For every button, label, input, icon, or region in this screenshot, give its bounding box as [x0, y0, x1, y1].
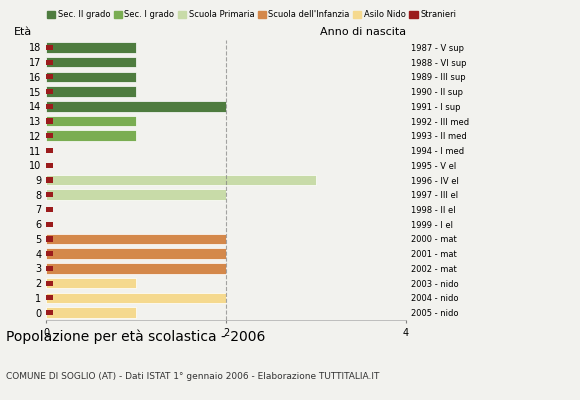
Bar [46, 310, 53, 315]
Bar [46, 190, 226, 200]
Bar [46, 101, 226, 112]
Bar [46, 178, 53, 182]
Bar [46, 266, 53, 271]
Bar [46, 207, 53, 212]
Text: Popolazione per età scolastica - 2006: Popolazione per età scolastica - 2006 [6, 330, 265, 344]
Bar [46, 175, 316, 185]
Legend: Sec. II grado, Sec. I grado, Scuola Primaria, Scuola dell'Infanzia, Asilo Nido, : Sec. II grado, Sec. I grado, Scuola Prim… [47, 10, 456, 19]
Bar [46, 280, 53, 286]
Bar [46, 74, 53, 80]
Bar [46, 42, 136, 53]
Text: Anno di nascita: Anno di nascita [320, 27, 406, 37]
Bar [46, 133, 53, 138]
Bar [46, 248, 226, 259]
Bar [46, 116, 136, 126]
Bar [46, 57, 136, 68]
Bar [46, 86, 136, 97]
Bar [46, 104, 53, 109]
Bar [46, 222, 53, 227]
Bar [46, 292, 226, 303]
Bar [46, 192, 53, 197]
Text: Età: Età [14, 27, 32, 37]
Text: COMUNE DI SOGLIO (AT) - Dati ISTAT 1° gennaio 2006 - Elaborazione TUTTITALIA.IT: COMUNE DI SOGLIO (AT) - Dati ISTAT 1° ge… [6, 372, 379, 381]
Bar [46, 251, 53, 256]
Bar [46, 60, 53, 65]
Bar [46, 236, 53, 242]
Bar [46, 45, 53, 50]
Bar [46, 278, 136, 288]
Bar [46, 118, 53, 124]
Bar [46, 148, 53, 153]
Bar [46, 163, 53, 168]
Bar [46, 234, 226, 244]
Bar [46, 263, 226, 274]
Bar [46, 295, 53, 300]
Bar [46, 130, 136, 141]
Bar [46, 89, 53, 94]
Bar [46, 72, 136, 82]
Bar [46, 307, 136, 318]
